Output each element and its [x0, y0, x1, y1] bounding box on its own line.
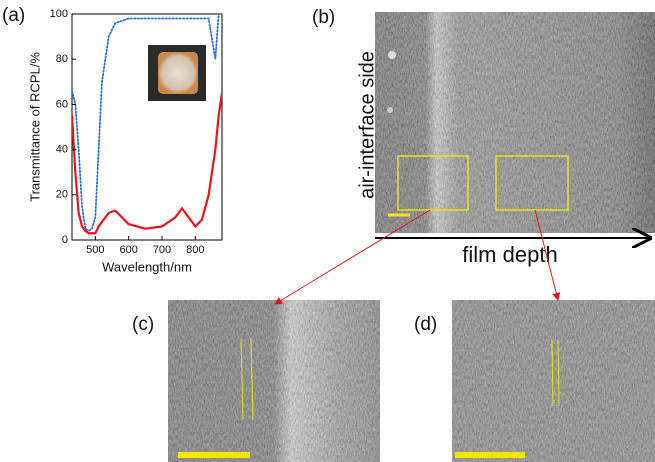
- y-tick-label: 100: [50, 8, 68, 20]
- series-line: [72, 93, 222, 233]
- figure: (a) (b) (c) (d) air-interface side film …: [0, 0, 655, 462]
- panel-label: (d): [414, 314, 437, 335]
- particle: [387, 107, 393, 113]
- y-tick-label: 60: [56, 98, 68, 110]
- y-tick-label: 0: [62, 234, 68, 246]
- inset-sample: [158, 52, 198, 94]
- side-label: air-interface side: [356, 51, 378, 199]
- x-tick-label: 600: [119, 244, 137, 256]
- sem-d: [452, 300, 655, 462]
- plot: [72, 14, 222, 240]
- x-tick-label: 700: [153, 244, 171, 256]
- zoom-arrow: [275, 210, 430, 304]
- sem-texture: [375, 12, 655, 233]
- sem-texture: [452, 300, 655, 462]
- y-axis-label: Transmittance of RCPL/%: [27, 52, 42, 202]
- panel-label: (a): [2, 5, 25, 26]
- panel-label: (b): [312, 7, 335, 28]
- y-tick-label: 40: [56, 144, 68, 156]
- panel-label: (c): [132, 314, 154, 335]
- x-tick-label: 500: [86, 244, 104, 256]
- depth-label: film depth: [462, 242, 557, 267]
- particle: [388, 51, 396, 59]
- sem-texture: [168, 300, 380, 462]
- sem-b: [375, 12, 655, 233]
- y-tick-label: 80: [56, 53, 68, 65]
- x-tick-label: 800: [186, 244, 204, 256]
- y-tick-label: 20: [56, 189, 68, 201]
- sem-c: [168, 300, 380, 462]
- x-axis-label: Wavelength/nm: [102, 259, 192, 274]
